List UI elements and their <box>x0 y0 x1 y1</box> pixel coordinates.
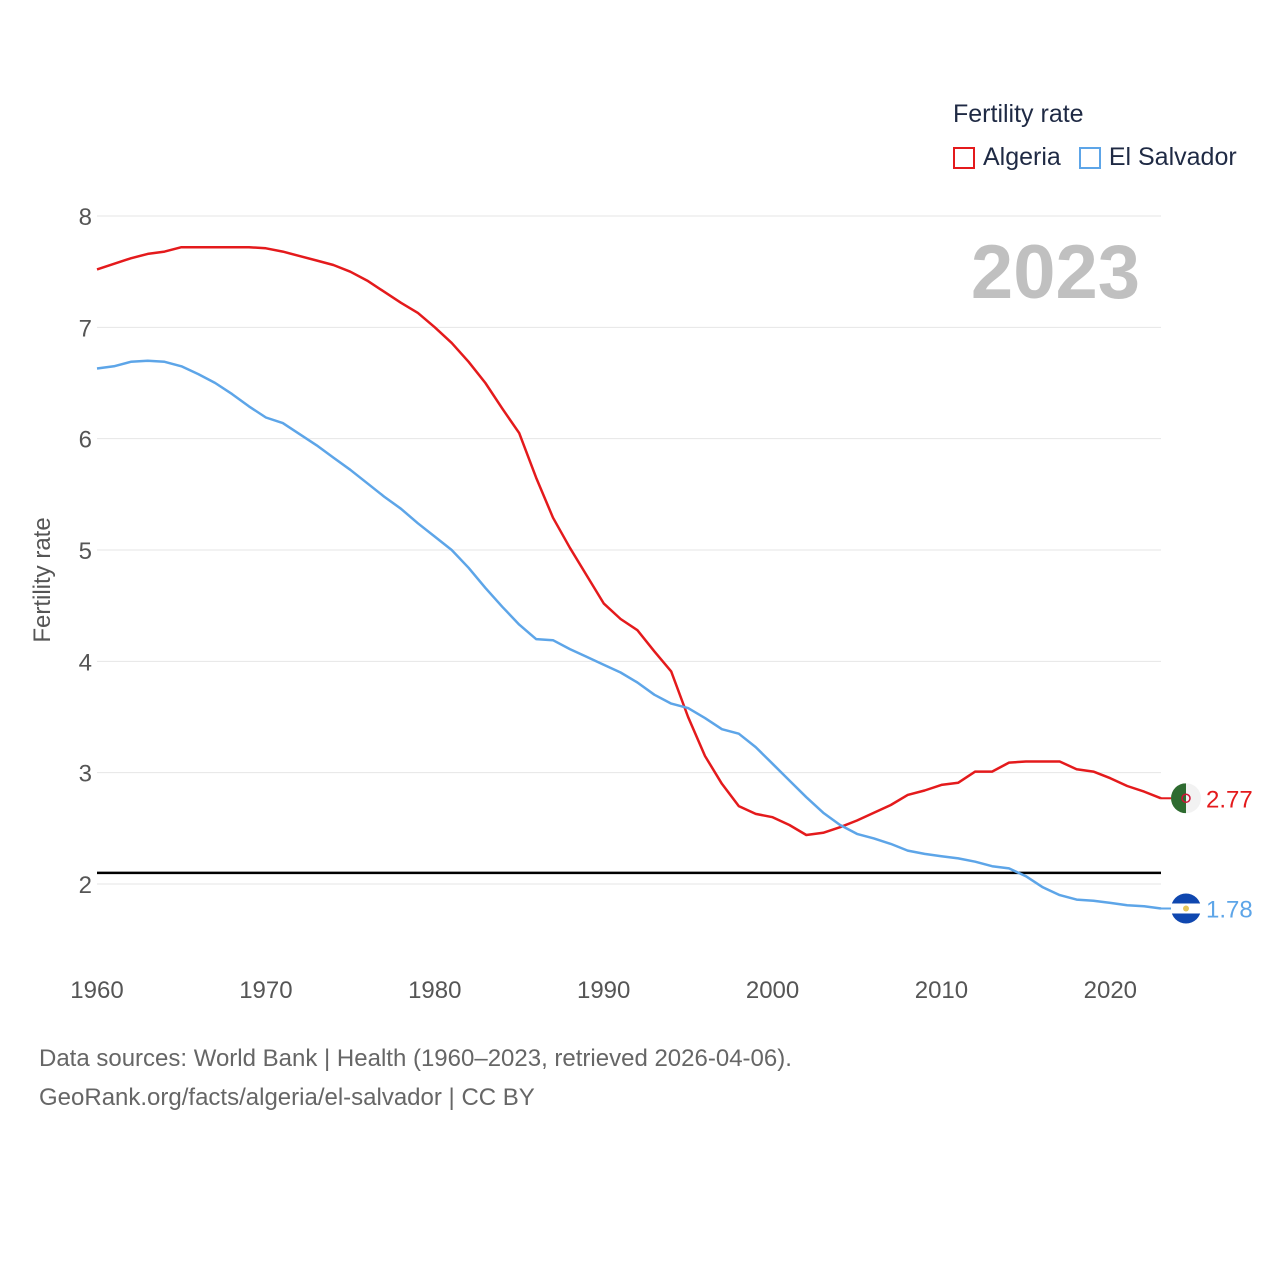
x-tick-label: 2010 <box>915 977 968 1004</box>
year-label: 2023 <box>971 230 1140 315</box>
algeria-flag-icon <box>1171 783 1201 814</box>
x-tick-label: 1980 <box>408 977 461 1004</box>
y-tick-label: 4 <box>79 649 92 676</box>
series-line-el-salvador[interactable] <box>96 359 1162 910</box>
x-tick-label: 2020 <box>1084 977 1137 1004</box>
x-tick-label: 2000 <box>746 977 799 1004</box>
end-value-label: 1.78 <box>1206 896 1253 923</box>
source-line-1: Data sources: World Bank | Health (1960–… <box>39 1045 792 1072</box>
y-tick-label: 5 <box>79 538 92 565</box>
y-tick-label: 7 <box>79 315 92 342</box>
source-url[interactable]: GeoRank.org/facts/algeria/el-salvador | … <box>39 1084 535 1111</box>
legend-title: Fertility rate <box>953 100 1084 128</box>
x-tick-label: 1990 <box>577 977 630 1004</box>
legend-swatch-el-salvador <box>1078 146 1101 169</box>
x-tick-label: 1960 <box>70 977 123 1004</box>
y-tick-label: 3 <box>79 761 92 788</box>
series-line-algeria[interactable] <box>96 245 1162 837</box>
y-tick-label: 6 <box>79 427 92 454</box>
end-value-label: 2.77 <box>1206 786 1253 813</box>
legend-label-algeria: Algeria <box>983 143 1061 171</box>
legend-item-algeria[interactable]: Algeria <box>953 143 1061 172</box>
el-salvador-flag-icon <box>1171 893 1201 924</box>
legend: Algeria El Salvador <box>953 143 1255 172</box>
legend-item-el-salvador[interactable]: El Salvador <box>1078 143 1237 172</box>
y-tick-label: 8 <box>79 204 92 231</box>
x-tick-label: 1970 <box>239 977 292 1004</box>
y-tick-label: 2 <box>79 872 92 899</box>
legend-label-el-salvador: El Salvador <box>1108 143 1237 171</box>
y-axis-label: Fertility rate <box>29 517 56 642</box>
legend-swatch-algeria <box>953 146 975 169</box>
